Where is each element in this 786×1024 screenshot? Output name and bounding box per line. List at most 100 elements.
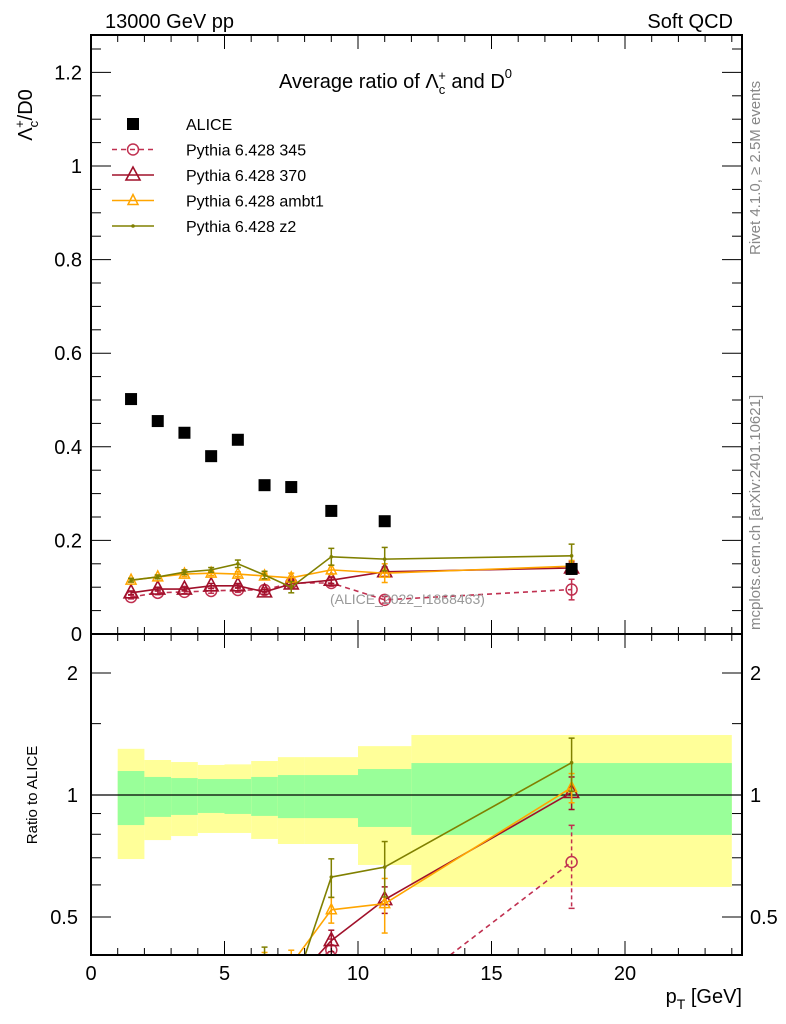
ratio-line-ambt1	[331, 902, 385, 911]
ratio-line-ambt1	[297, 909, 332, 955]
data-point-p370	[176, 579, 193, 595]
legend-label: Pythia 6.428 z2	[186, 219, 296, 236]
series-line-ambt1	[130, 565, 572, 581]
data-point-ambt1	[258, 568, 271, 581]
data-point-p345	[378, 593, 391, 607]
series-line-p345	[130, 582, 572, 601]
data-point-z2	[236, 562, 240, 566]
series-line-p370	[130, 567, 572, 594]
series-alice	[125, 393, 578, 575]
ratio-band-stat	[171, 778, 198, 815]
rivet-version-label: Rivet 4.1.0, ≥ 2.5M events	[747, 81, 764, 255]
main-series	[122, 393, 580, 607]
series-z2	[128, 543, 575, 594]
legend-item-alice: ALICE	[127, 117, 232, 134]
ratio-point-z2	[329, 875, 334, 879]
series-line-z2	[130, 555, 572, 589]
x-axis-label: pT [GeV]	[666, 986, 742, 1012]
legend: ALICE Pythia 6.428 345 Pythia 6.428 370 Pyt…	[112, 117, 324, 236]
y-tick-label: 0.4	[54, 437, 82, 459]
data-point-alice	[565, 562, 578, 575]
legend-item-ambt1: Pythia 6.428 ambt1	[112, 192, 324, 211]
ratio-line-p370	[330, 898, 386, 942]
data-point-alice	[231, 433, 244, 446]
data-point-alice	[205, 450, 218, 463]
ratio-line-z2	[331, 866, 385, 878]
data-point-z2	[182, 570, 187, 575]
ratio-point-ambt1	[378, 895, 391, 909]
data-point-z2	[289, 585, 294, 589]
legend-label: ALICE	[186, 117, 232, 134]
data-point-alice	[125, 393, 138, 406]
data-point-z2	[209, 568, 213, 572]
data-point-p370	[122, 583, 140, 599]
legend-item-p370: Pythia 6.428 370	[112, 165, 306, 185]
data-point-z2	[155, 575, 160, 579]
ratio-band-stat	[358, 769, 412, 827]
header-process: 13000 GeV pp	[105, 11, 234, 33]
data-point-z2	[262, 573, 267, 577]
legend-item-p345: Pythia 6.428 345	[112, 143, 306, 160]
data-point-p370	[322, 570, 340, 586]
x-tick-label: 20	[614, 963, 636, 985]
ratio-band-stat	[277, 775, 305, 819]
legend-marker	[131, 224, 135, 228]
y-tick-label: 1	[71, 156, 82, 178]
ratio-series-z2	[261, 737, 575, 955]
ratio-band-stat	[117, 771, 145, 826]
ratio-band-stat	[304, 775, 358, 819]
ratio-band-stat	[144, 776, 172, 817]
ratio-line-p345	[449, 861, 573, 955]
data-point-alice	[378, 515, 391, 528]
ratio-series-p345	[324, 824, 578, 955]
legend-label: Pythia 6.428 345	[186, 143, 306, 160]
y-tick-label: 0.6	[54, 343, 82, 365]
ratio-line-p370	[317, 940, 332, 955]
legend-marker	[127, 118, 139, 130]
data-point-alice	[258, 479, 271, 492]
ratio-band-stat	[197, 779, 225, 813]
ratio-tick-label-left: 1	[67, 785, 78, 807]
y-tick-label: 0.2	[54, 530, 82, 552]
x-tick-label: 10	[347, 963, 369, 985]
data-point-alice	[285, 481, 298, 494]
legend-marker	[126, 143, 140, 156]
legend-label: Pythia 6.428 ambt1	[186, 194, 324, 211]
y-tick-label: 1.2	[54, 62, 82, 84]
ratio-band-stat	[224, 779, 252, 814]
chart-title: Average ratio of Λc+ and D0	[279, 66, 512, 97]
data-point-ambt1	[378, 565, 391, 578]
ratio-point-z2	[382, 865, 387, 869]
data-point-alice	[178, 426, 191, 439]
data-point-ambt1	[231, 566, 245, 579]
ratio-uncertainty-bands	[117, 735, 732, 887]
data-point-z2	[569, 554, 574, 558]
ratio-tick-label-left: 2	[67, 663, 78, 685]
axis-ticks: 0 5 10 15 20 0 0.2 0.4 0.6 0.8 1 1.2 0.5 0.5 1 1 2 2	[50, 35, 778, 985]
ratio-y-axis-label: Ratio to ALICE	[24, 746, 41, 844]
legend-marker	[124, 165, 142, 181]
y-tick-label: 0	[71, 624, 82, 646]
legend-label: Pythia 6.428 370	[186, 168, 306, 185]
data-point-p370	[202, 576, 220, 592]
data-point-p370	[256, 582, 273, 598]
x-tick-label: 0	[85, 963, 96, 985]
mcplots-reference-label: mcplots.cern.ch [arXiv:2401.10621]	[747, 395, 764, 630]
ratio-tick-label-left: 0.5	[50, 907, 78, 929]
data-point-p370	[149, 579, 167, 595]
ratio-series	[261, 737, 580, 955]
legend-item-z2: Pythia 6.428 z2	[112, 219, 296, 236]
analysis-watermark: (ALICE_2022_I1868463)	[330, 591, 485, 607]
ratio-tick-label-right: 2	[750, 663, 761, 685]
x-tick-label: 15	[480, 963, 502, 985]
ratio-tick-label-right: 0.5	[750, 907, 778, 929]
ratio-frame	[90, 633, 743, 956]
data-point-p345	[565, 583, 578, 596]
ratio-point-p370	[322, 930, 340, 947]
ratio-line-ambt1	[384, 786, 573, 905]
header-category: Soft QCD	[647, 11, 733, 33]
data-point-p370	[229, 576, 247, 592]
legend-marker	[126, 192, 140, 206]
ratio-point-p345	[565, 855, 578, 869]
